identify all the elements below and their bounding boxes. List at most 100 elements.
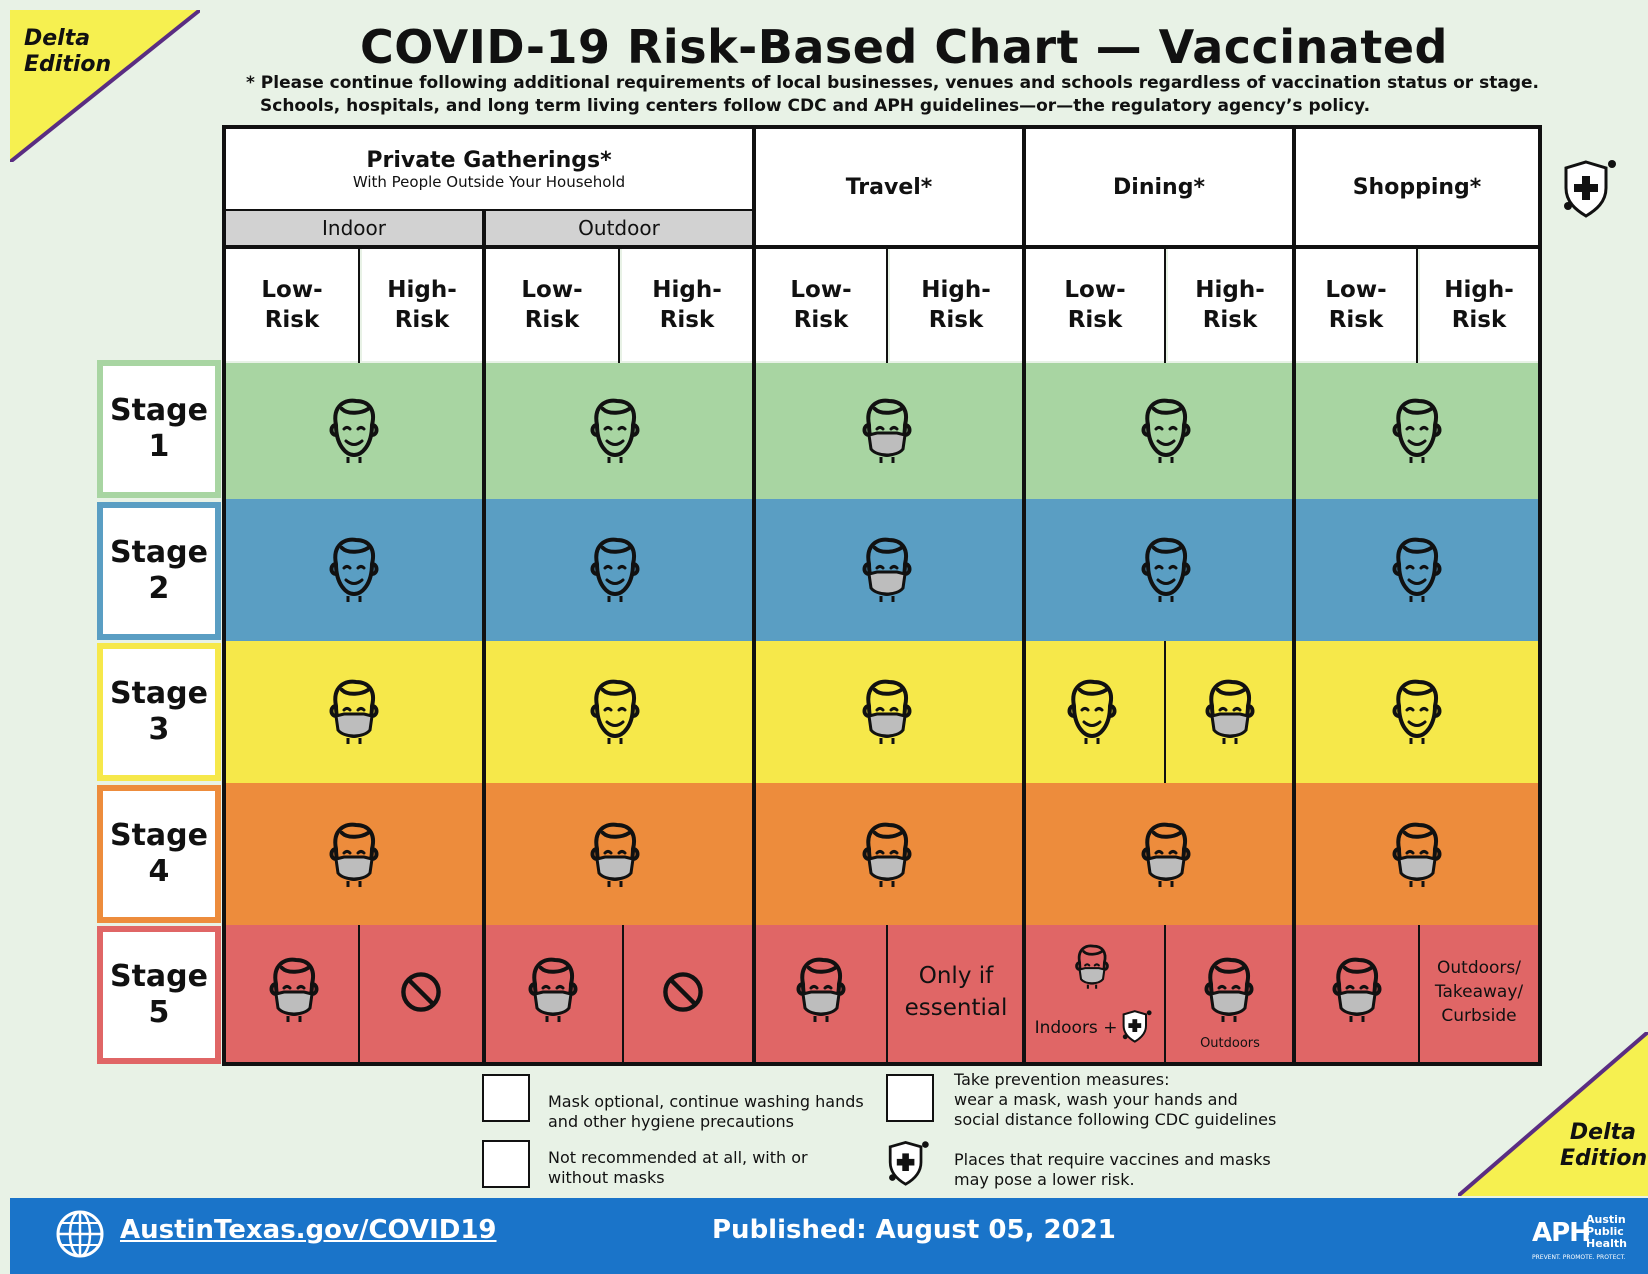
dining-indoors-text: Indoors +: [1034, 1018, 1118, 1038]
masked-face-icon: [1197, 954, 1261, 1030]
stage-5-label: Stage 5: [103, 932, 215, 1058]
header-indoor: Indoor: [226, 209, 482, 245]
edition-badge-top: Delta Edition: [8, 8, 202, 164]
face-icon: [1060, 676, 1124, 752]
header-private-gatherings: Private Gatherings* With People Outside …: [226, 129, 752, 209]
face-icon: [583, 395, 647, 471]
risk-low-travel: Low- Risk: [756, 249, 886, 361]
legend-no-entry-text: Not recommended at all, with or without …: [548, 1148, 808, 1187]
no-entry-icon: [399, 970, 443, 1018]
grid-dining-shopping: [1292, 125, 1296, 1066]
stage-1-label: Stage 1: [103, 366, 215, 492]
grid-travel-dining: [1022, 125, 1026, 1066]
risk-high-shopping: High- Risk: [1420, 249, 1538, 361]
travel-essential-text: Only if essential: [904, 963, 1008, 1021]
stage-1-band: [226, 363, 1538, 499]
split-outdoor: [618, 249, 620, 363]
split-indoor: [358, 249, 360, 363]
aph-logo-name: Austin Public Health: [1586, 1213, 1627, 1250]
shield-plus-icon: [1564, 160, 1616, 218]
masked-face-icon: [1070, 942, 1114, 996]
masked-face-icon: [521, 954, 585, 1030]
grid-indoor-outdoor: [482, 209, 486, 1066]
face-icon: [1134, 534, 1198, 610]
shield-plus-icon: [1122, 1008, 1154, 1047]
stage-2-band: [226, 499, 1538, 641]
edition-triangle-bottom: [1456, 1030, 1648, 1198]
risk-high-travel: High- Risk: [890, 249, 1022, 361]
risk-low-indoor: Low- Risk: [226, 249, 358, 361]
header-dining: Dining*: [1026, 129, 1292, 245]
no-entry-icon: [661, 970, 705, 1018]
masked-face-icon: [1134, 819, 1198, 895]
risk-high-indoor: High- Risk: [362, 249, 482, 361]
grid-right: [1538, 125, 1542, 1066]
header-private-subtitle: With People Outside Your Household: [352, 172, 626, 191]
globe-icon: [56, 1210, 104, 1258]
masked-face-icon: [322, 819, 386, 895]
aph-logo-short: APH: [1532, 1218, 1591, 1248]
page-title: COVID-19 Risk-Based Chart — Vaccinated: [360, 20, 1448, 74]
edition-badge-bottom: Delta Edition: [1456, 1030, 1648, 1198]
masked-face-icon: [262, 954, 326, 1030]
masked-face-icon: [789, 954, 853, 1030]
stage-5-band: [226, 925, 1538, 1062]
note-requirements: * Please continue following additional r…: [246, 73, 1539, 93]
grid-risk-top: [222, 245, 1542, 249]
risk-low-shopping: Low- Risk: [1296, 249, 1416, 361]
stage-4-label: Stage 4: [103, 791, 215, 917]
split-shopping-stage5: [1418, 925, 1420, 1062]
masked-face-icon: [855, 534, 919, 610]
stage-2-label: Stage 2: [103, 508, 215, 634]
masked-face-icon: [1198, 676, 1262, 752]
split-outdoor-stage5: [622, 925, 624, 1062]
legend-no-entry-box: [482, 1140, 530, 1188]
masked-face-icon: [1325, 954, 1389, 1030]
grid-private-travel: [752, 125, 756, 1066]
face-icon: [1385, 395, 1449, 471]
legend-face-text: Mask optional, continue washing hands an…: [548, 1092, 864, 1131]
grid-bottom: [222, 1062, 1542, 1066]
header-travel: Travel*: [756, 129, 1022, 245]
legend-masked-box: [886, 1074, 934, 1122]
legend-masked-text: Take prevention measures: wear a mask, w…: [954, 1070, 1277, 1129]
masked-face-icon: [855, 676, 919, 752]
shopping-curbside-text: Outdoors/ Takeaway/ Curbside: [1434, 958, 1524, 1026]
edition-triangle: [8, 8, 202, 164]
face-icon: [583, 534, 647, 610]
masked-face-icon: [855, 395, 919, 471]
face-icon: [322, 534, 386, 610]
footer-bar: [10, 1198, 1648, 1274]
covid-site-link[interactable]: AustinTexas.gov/COVID19: [120, 1215, 497, 1245]
split-shopping: [1416, 249, 1418, 363]
split-travel: [886, 249, 888, 363]
split-travel-stage5: [886, 925, 888, 1062]
legend-face-box: [482, 1074, 530, 1122]
masked-face-icon: [1385, 819, 1449, 895]
face-icon: [1134, 395, 1198, 471]
stage-3-label: Stage 3: [103, 649, 215, 775]
edition-label-bottom: Delta Edition: [1560, 1120, 1648, 1171]
note-guidelines: Schools, hospitals, and long term living…: [260, 96, 1371, 116]
stage-3-band: [226, 641, 1538, 783]
edition-label: Delta Edition: [24, 26, 112, 77]
masked-face-icon: [583, 819, 647, 895]
split-indoor-stage5: [358, 925, 360, 1062]
header-outdoor: Outdoor: [486, 209, 752, 245]
risk-high-outdoor: High- Risk: [622, 249, 752, 361]
split-dining-stage5: [1164, 925, 1166, 1062]
shield-plus-icon: [888, 1138, 932, 1190]
risk-low-dining: Low- Risk: [1026, 249, 1164, 361]
legend-shield-text: Places that require vaccines and masks m…: [954, 1150, 1271, 1189]
split-dining: [1164, 249, 1166, 363]
dining-outdoors-text: Outdoors: [1200, 1036, 1260, 1051]
split-dining-stage3: [1164, 641, 1166, 783]
aph-logo-tagline: PREVENT. PROMOTE. PROTECT.: [1532, 1254, 1626, 1261]
risk-high-dining: High- Risk: [1168, 249, 1292, 361]
masked-face-icon: [322, 676, 386, 752]
grid-top: [222, 125, 1542, 129]
header-shopping: Shopping*: [1296, 129, 1538, 245]
header-private-title: Private Gatherings*: [366, 147, 612, 173]
face-icon: [322, 395, 386, 471]
face-icon: [1385, 534, 1449, 610]
